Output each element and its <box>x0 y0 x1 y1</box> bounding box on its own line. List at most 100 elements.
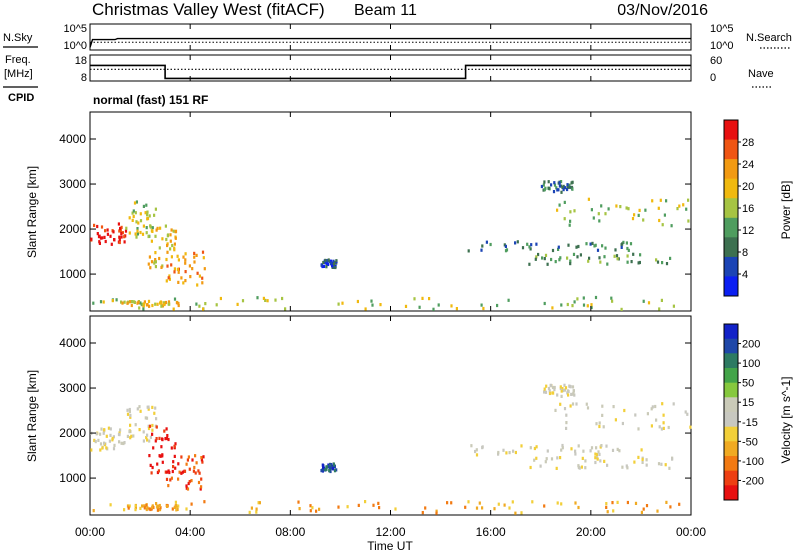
echo-cell <box>151 405 154 409</box>
echo-cell <box>551 385 555 390</box>
noise-ylabel-right-bottom: 10^0 <box>710 40 734 52</box>
echo-cell <box>113 238 116 242</box>
echo-cell <box>658 218 661 223</box>
echo-cell <box>346 505 349 509</box>
echo-cell <box>569 259 572 263</box>
echo-cell <box>187 481 190 486</box>
echo-cell <box>570 185 574 190</box>
echo-cell <box>551 248 555 253</box>
echo-cell <box>150 260 154 264</box>
echo-cell <box>615 254 619 258</box>
echo-cell <box>198 471 201 475</box>
echo-cell <box>104 229 107 233</box>
echo-cell <box>215 303 218 307</box>
echo-cell <box>138 428 141 432</box>
echo-cell <box>159 506 162 510</box>
echo-cell <box>335 468 338 472</box>
echo-region <box>126 405 158 443</box>
echo-cell <box>190 479 193 483</box>
echo-cell <box>161 454 164 458</box>
echo-cell <box>560 394 563 398</box>
echo-cell <box>186 487 190 491</box>
echo-cell <box>581 456 584 460</box>
echo-cell <box>134 504 137 508</box>
echo-cell <box>571 304 574 308</box>
echo-cell <box>480 303 483 307</box>
echo-cell <box>634 413 637 417</box>
echo-cell <box>164 470 167 474</box>
echo-cell <box>176 507 179 511</box>
power-yticks: 1000 2000 3000 4000 <box>59 132 691 281</box>
echo-cell <box>560 190 563 194</box>
echo-cell <box>126 434 129 438</box>
echo-cell <box>320 469 323 473</box>
echo-cell <box>92 509 95 513</box>
velocity-frame <box>89 315 692 516</box>
echo-cell <box>194 471 197 475</box>
echo-cell <box>672 304 675 308</box>
echo-cell <box>555 466 558 470</box>
echo-cell <box>435 509 438 513</box>
echo-cell <box>598 452 601 456</box>
echo-cell <box>174 442 177 446</box>
echo-cell <box>529 247 532 251</box>
echo-cell <box>184 270 187 274</box>
echo-cell <box>553 385 556 390</box>
echo-cell <box>147 299 151 303</box>
echo-cell <box>178 470 181 474</box>
echo-cell <box>665 262 669 266</box>
echo-cell <box>169 247 172 251</box>
echo-cell <box>148 424 152 428</box>
echo-cell <box>149 463 152 467</box>
echo-cell <box>119 226 122 231</box>
echo-cell <box>284 307 287 311</box>
echo-cell <box>331 264 334 268</box>
echo-cell <box>163 302 166 307</box>
echo-cell <box>150 507 153 511</box>
echo-cell <box>163 301 166 305</box>
echo-cell <box>165 477 169 481</box>
echo-cell <box>151 303 154 308</box>
echo-cell <box>170 476 173 480</box>
echo-cell <box>165 470 168 474</box>
echo-cell <box>158 256 161 261</box>
echo-cell <box>197 480 201 485</box>
echo-cell <box>475 448 478 452</box>
echo-cell <box>120 300 123 304</box>
echo-cell <box>109 433 112 437</box>
echo-cell <box>587 259 590 263</box>
echo-cell <box>149 225 152 229</box>
echo-cell <box>153 411 156 415</box>
echo-cell <box>139 409 142 413</box>
echo-region <box>125 200 157 239</box>
echo-cell <box>594 456 597 460</box>
echo-cell <box>554 408 557 412</box>
echo-cell <box>584 466 587 470</box>
echo-cell <box>204 302 207 306</box>
echo-cell <box>154 439 157 443</box>
echo-cell <box>548 389 551 393</box>
echo-cell <box>128 407 131 412</box>
echo-cell <box>574 452 577 456</box>
echo-cell <box>682 203 685 207</box>
echo-cell <box>184 279 187 283</box>
echo-cell <box>321 463 324 467</box>
echo-cell <box>574 501 577 505</box>
echo-cell <box>110 242 113 246</box>
echo-cell <box>614 418 617 422</box>
echo-cell <box>165 279 168 283</box>
echo-cell <box>145 231 148 235</box>
echo-cell <box>564 386 568 390</box>
echo-cell <box>92 301 95 305</box>
echo-cell <box>123 240 126 244</box>
colorbar-swatch <box>724 198 738 219</box>
echo-cell <box>577 444 580 448</box>
echo-cell <box>145 416 149 420</box>
echo-cell <box>566 389 569 393</box>
echo-cell <box>194 454 197 458</box>
echo-cell <box>549 391 552 395</box>
colorbar-swatch <box>724 217 738 238</box>
echo-cell <box>599 260 602 264</box>
echo-cell <box>142 430 145 434</box>
echo-cell <box>437 303 440 307</box>
